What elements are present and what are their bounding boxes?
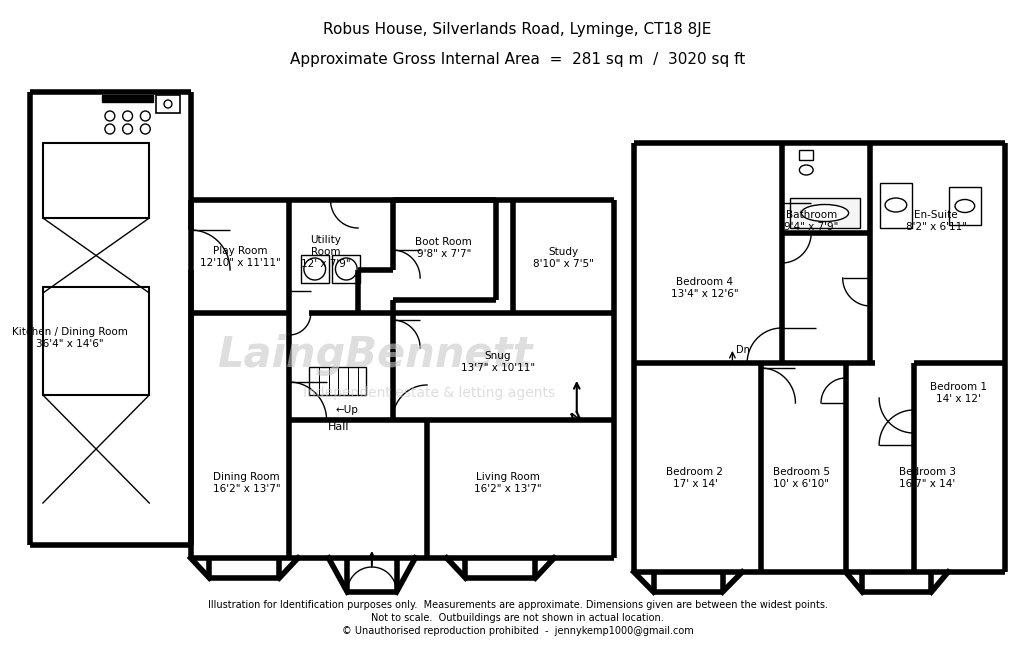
Text: Illustration for Identification purposes only.  Measurements are approximate. Di: Illustration for Identification purposes… (208, 600, 826, 610)
Text: Play Room
12'10" x 11'11": Play Room 12'10" x 11'11" (200, 246, 280, 267)
Bar (156, 95, 179, 113)
Text: Not to scale.  Outbuildings are not shown in actual location.: Not to scale. Outbuildings are not shown… (371, 613, 663, 623)
Bar (301, 255, 328, 283)
Ellipse shape (799, 165, 812, 175)
Text: Bedroom 4
13'4" x 12'6": Bedroom 4 13'4" x 12'6" (671, 277, 738, 299)
Text: Bedroom 3
16'7" x 14': Bedroom 3 16'7" x 14' (898, 467, 955, 489)
Text: N: N (569, 409, 583, 425)
Text: Bedroom 2
17' x 14': Bedroom 2 17' x 14' (665, 467, 722, 489)
Text: Bedroom 1
14' x 12': Bedroom 1 14' x 12' (929, 382, 986, 404)
Bar (102, 95, 153, 102)
Bar (332, 255, 360, 283)
Ellipse shape (801, 205, 848, 222)
Text: Study
8'10" x 7'5": Study 8'10" x 7'5" (532, 247, 593, 269)
Text: Bedroom 5
10' x 6'10": Bedroom 5 10' x 6'10" (772, 467, 829, 489)
Text: Hall: Hall (327, 422, 348, 432)
Ellipse shape (884, 198, 906, 212)
Bar (799, 150, 812, 160)
Text: Approximate Gross Internal Area  =  281 sq m  /  3020 sq ft: Approximate Gross Internal Area = 281 sq… (289, 52, 745, 67)
Text: Living Room
16'2" x 13'7": Living Room 16'2" x 13'7" (474, 472, 541, 494)
Bar (948, 187, 979, 225)
Text: Utility
Room
12' x 7'9": Utility Room 12' x 7'9" (301, 235, 351, 269)
Text: LaingBennett: LaingBennett (217, 334, 532, 376)
Bar (43, 287, 149, 395)
Text: Robus House, Silverlands Road, Lyminge, CT18 8JE: Robus House, Silverlands Road, Lyminge, … (323, 22, 711, 37)
Text: Dn: Dn (736, 345, 749, 355)
Text: Bathroom
9'4" x 7'9": Bathroom 9'4" x 7'9" (784, 210, 838, 232)
Text: Kitchen / Dining Room
36'4" x 14'6": Kitchen / Dining Room 36'4" x 14'6" (11, 327, 127, 349)
Bar (789, 198, 860, 228)
Ellipse shape (954, 199, 974, 213)
Text: Independent estate & letting agents: Independent estate & letting agents (303, 386, 554, 400)
Text: © Unauthorised reproduction prohibited  -  jennykemp1000@gmail.com: © Unauthorised reproduction prohibited -… (341, 626, 693, 636)
Text: Boot Room
9'8" x 7'7": Boot Room 9'8" x 7'7" (415, 237, 472, 259)
Bar (43, 143, 149, 218)
Bar (309, 367, 366, 395)
Text: Snug
13'7" x 10'11": Snug 13'7" x 10'11" (461, 351, 535, 373)
Text: ←Up: ←Up (335, 405, 358, 415)
Text: Dining Room
16'2" x 13'7": Dining Room 16'2" x 13'7" (213, 472, 280, 494)
Bar (879, 183, 911, 228)
Text: En-Suite
8'2" x 6'11": En-Suite 8'2" x 6'11" (905, 210, 966, 232)
